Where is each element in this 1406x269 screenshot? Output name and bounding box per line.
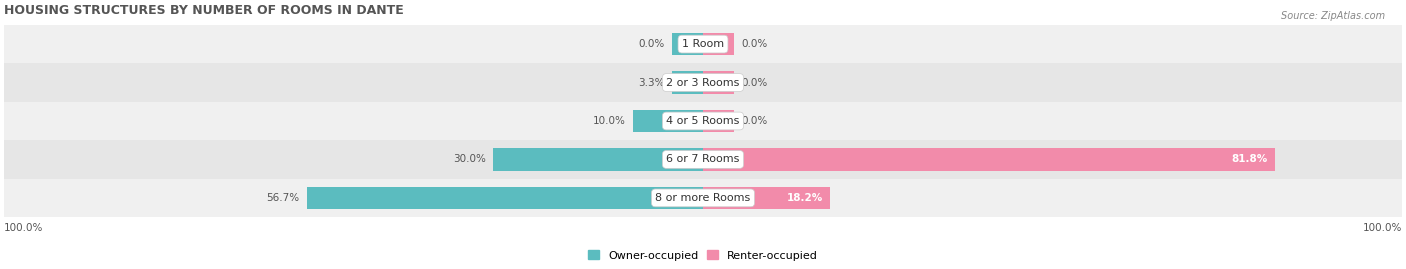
Text: 8 or more Rooms: 8 or more Rooms [655, 193, 751, 203]
Bar [703, 187, 830, 209]
Text: 81.8%: 81.8% [1232, 154, 1268, 164]
Bar [307, 187, 703, 209]
Text: 3.3%: 3.3% [638, 77, 665, 87]
Text: 100.0%: 100.0% [4, 223, 44, 233]
Bar [703, 110, 734, 132]
Text: 6 or 7 Rooms: 6 or 7 Rooms [666, 154, 740, 164]
Text: 1 Room: 1 Room [682, 39, 724, 49]
Text: 56.7%: 56.7% [267, 193, 299, 203]
Text: 30.0%: 30.0% [454, 154, 486, 164]
Bar [703, 71, 734, 94]
Text: 100.0%: 100.0% [1362, 223, 1402, 233]
Bar [4, 25, 1402, 63]
Text: 0.0%: 0.0% [741, 77, 768, 87]
Legend: Owner-occupied, Renter-occupied: Owner-occupied, Renter-occupied [583, 246, 823, 265]
Text: 0.0%: 0.0% [638, 39, 665, 49]
Text: 2 or 3 Rooms: 2 or 3 Rooms [666, 77, 740, 87]
Text: 18.2%: 18.2% [787, 193, 823, 203]
Text: 0.0%: 0.0% [741, 39, 768, 49]
Text: Source: ZipAtlas.com: Source: ZipAtlas.com [1281, 11, 1385, 21]
Bar [4, 179, 1402, 217]
Text: 10.0%: 10.0% [593, 116, 626, 126]
Bar [672, 33, 703, 55]
Text: 0.0%: 0.0% [741, 116, 768, 126]
Bar [494, 148, 703, 171]
Bar [4, 102, 1402, 140]
Text: HOUSING STRUCTURES BY NUMBER OF ROOMS IN DANTE: HOUSING STRUCTURES BY NUMBER OF ROOMS IN… [4, 4, 404, 17]
Bar [703, 148, 1275, 171]
Bar [4, 63, 1402, 102]
Bar [672, 71, 703, 94]
Text: 4 or 5 Rooms: 4 or 5 Rooms [666, 116, 740, 126]
Bar [633, 110, 703, 132]
Bar [703, 33, 734, 55]
Bar [4, 140, 1402, 179]
